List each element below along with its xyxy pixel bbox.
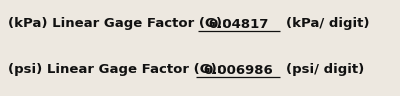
Text: (kPa/ digit): (kPa/ digit) <box>286 17 370 31</box>
Text: (kPa) Linear Gage Factor (G):: (kPa) Linear Gage Factor (G): <box>8 17 227 31</box>
Text: 0.04817: 0.04817 <box>209 17 269 31</box>
Text: (psi) Linear Gage Factor (G):: (psi) Linear Gage Factor (G): <box>8 63 222 77</box>
Text: 0.006986: 0.006986 <box>203 63 273 77</box>
Text: (psi/ digit): (psi/ digit) <box>286 63 364 77</box>
